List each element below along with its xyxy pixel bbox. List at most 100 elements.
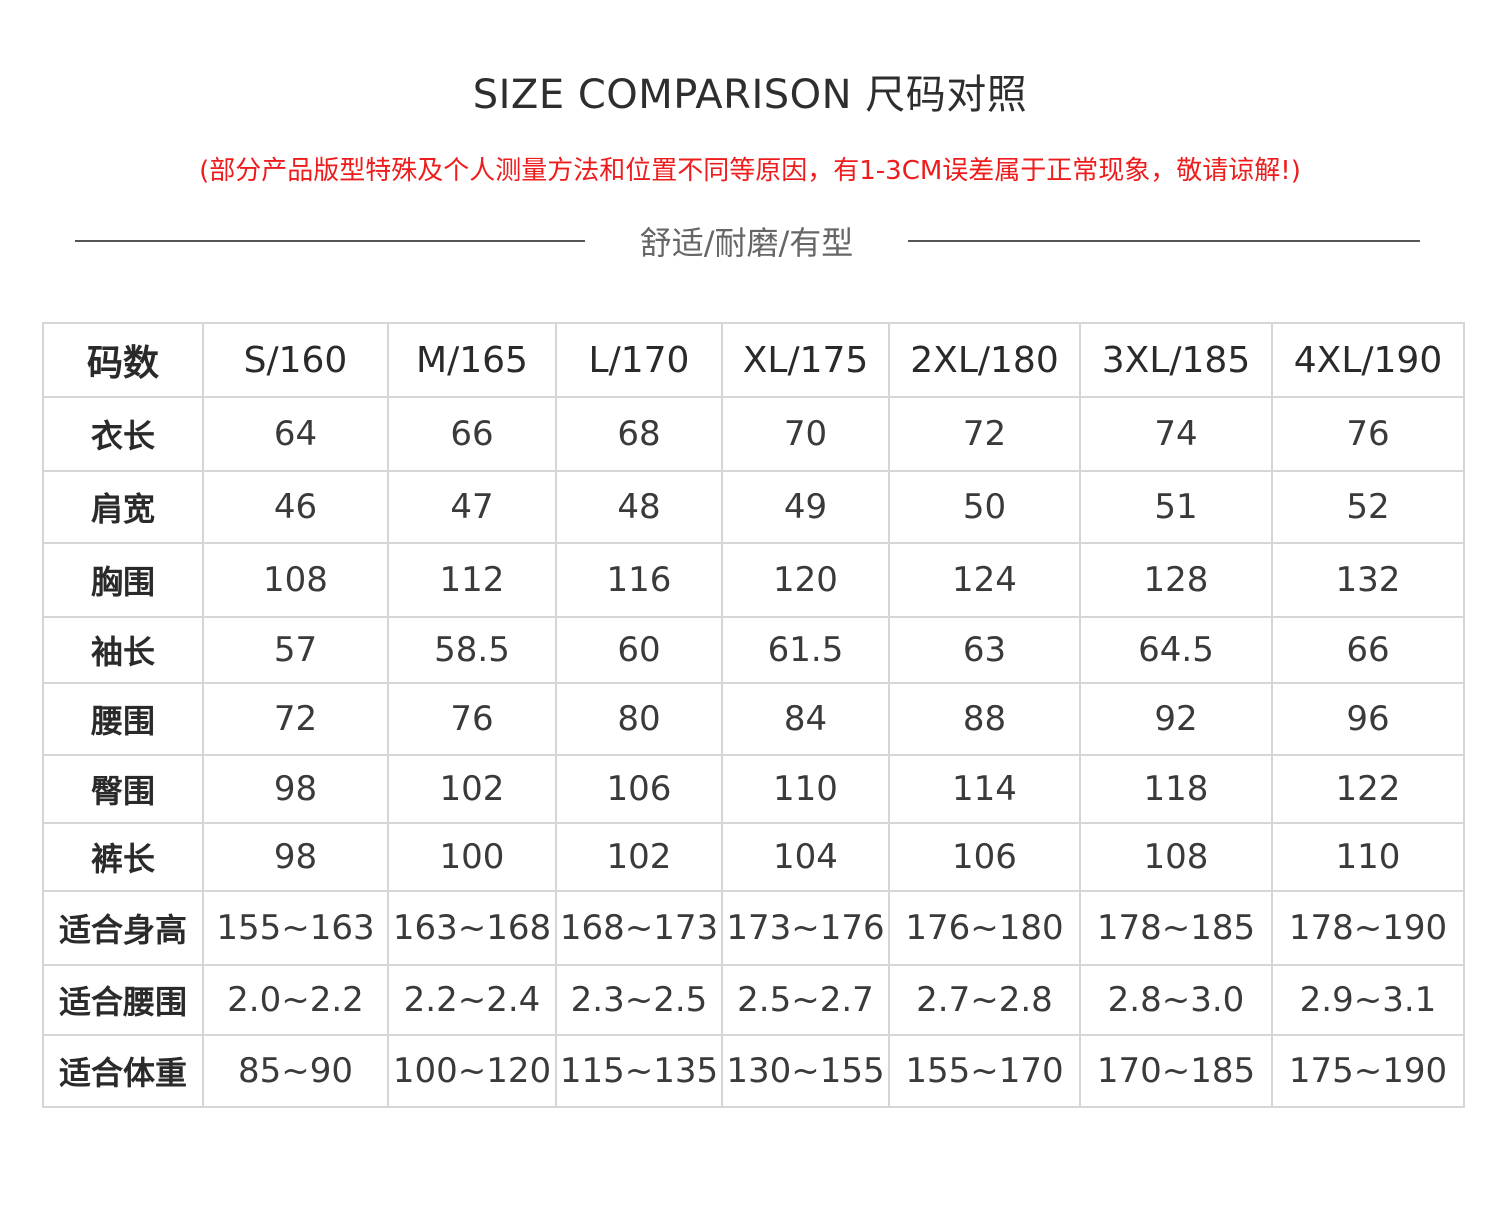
table-cell: 100~120 (387, 1034, 557, 1108)
table-cell: 106 (888, 822, 1081, 892)
table-cell: 2.3~2.5 (555, 964, 723, 1036)
table-cell: 100 (387, 822, 557, 892)
table-cell: 122 (1271, 754, 1465, 824)
table-cell: 173~176 (721, 890, 890, 966)
table-cell: 155~170 (888, 1034, 1081, 1108)
divider-line-left (75, 240, 585, 242)
table-cell: 66 (1271, 616, 1465, 684)
table-cell: 49 (721, 470, 890, 544)
table-cell: 170~185 (1079, 1034, 1273, 1108)
header-cell: S/160 (202, 322, 389, 398)
table-cell: 178~190 (1271, 890, 1465, 966)
row-label: 裤长 (42, 822, 204, 892)
table-row: 适合体重 85~90 100~120 115~135 130~155 155~1… (42, 1034, 1465, 1108)
table-cell: 112 (387, 542, 557, 618)
table-cell: 124 (888, 542, 1081, 618)
table-cell: 168~173 (555, 890, 723, 966)
table-cell: 76 (387, 682, 557, 756)
row-label: 适合体重 (42, 1034, 204, 1108)
header-cell: 码数 (42, 322, 204, 398)
table-cell: 104 (721, 822, 890, 892)
size-table: 码数 S/160 M/165 L/170 XL/175 2XL/180 3XL/… (42, 322, 1465, 1108)
table-row: 适合腰围 2.0~2.2 2.2~2.4 2.3~2.5 2.5~2.7 2.7… (42, 964, 1465, 1036)
table-cell: 96 (1271, 682, 1465, 756)
table-cell: 163~168 (387, 890, 557, 966)
table-cell: 72 (202, 682, 389, 756)
table-cell: 88 (888, 682, 1081, 756)
table-row: 腰围 72 76 80 84 88 92 96 (42, 682, 1465, 756)
table-cell: 47 (387, 470, 557, 544)
row-label: 胸围 (42, 542, 204, 618)
table-cell: 2.9~3.1 (1271, 964, 1465, 1036)
header-cell: M/165 (387, 322, 557, 398)
row-label: 适合腰围 (42, 964, 204, 1036)
table-cell: 102 (387, 754, 557, 824)
table-cell: 120 (721, 542, 890, 618)
table-cell: 72 (888, 396, 1081, 472)
table-cell: 51 (1079, 470, 1273, 544)
table-cell: 52 (1271, 470, 1465, 544)
table-cell: 64 (202, 396, 389, 472)
table-cell: 176~180 (888, 890, 1081, 966)
table-cell: 175~190 (1271, 1034, 1465, 1108)
table-cell: 132 (1271, 542, 1465, 618)
table-cell: 130~155 (721, 1034, 890, 1108)
page-title: SIZE COMPARISON 尺码对照 (472, 72, 1028, 118)
table-cell: 128 (1079, 542, 1273, 618)
table-cell: 114 (888, 754, 1081, 824)
table-cell: 70 (721, 396, 890, 472)
table-cell: 155~163 (202, 890, 389, 966)
subtitle: 舒适/耐磨/有型 (639, 224, 854, 262)
table-row: 适合身高 155~163 163~168 168~173 173~176 176… (42, 890, 1465, 966)
measurement-notice: (部分产品版型特殊及个人测量方法和位置不同等原因，有1-3CM误差属于正常现象，… (199, 156, 1301, 186)
table-cell: 108 (1079, 822, 1273, 892)
table-cell: 106 (555, 754, 723, 824)
table-cell: 2.8~3.0 (1079, 964, 1273, 1036)
table-cell: 92 (1079, 682, 1273, 756)
table-cell: 118 (1079, 754, 1273, 824)
divider-line-right (908, 240, 1420, 242)
header-cell: 4XL/190 (1271, 322, 1465, 398)
table-cell: 61.5 (721, 616, 890, 684)
table-cell: 2.2~2.4 (387, 964, 557, 1036)
header-cell: L/170 (555, 322, 723, 398)
table-row: 袖长 57 58.5 60 61.5 63 64.5 66 (42, 616, 1465, 684)
table-cell: 66 (387, 396, 557, 472)
table-cell: 110 (1271, 822, 1465, 892)
table-cell: 63 (888, 616, 1081, 684)
table-cell: 46 (202, 470, 389, 544)
table-cell: 108 (202, 542, 389, 618)
table-cell: 80 (555, 682, 723, 756)
table-header-row: 码数 S/160 M/165 L/170 XL/175 2XL/180 3XL/… (42, 322, 1465, 398)
header-cell: XL/175 (721, 322, 890, 398)
row-label: 适合身高 (42, 890, 204, 966)
table-row: 裤长 98 100 102 104 106 108 110 (42, 822, 1465, 892)
table-cell: 102 (555, 822, 723, 892)
table-cell: 50 (888, 470, 1081, 544)
row-label: 衣长 (42, 396, 204, 472)
row-label: 袖长 (42, 616, 204, 684)
table-cell: 2.5~2.7 (721, 964, 890, 1036)
table-cell: 57 (202, 616, 389, 684)
row-label: 臀围 (42, 754, 204, 824)
table-cell: 60 (555, 616, 723, 684)
row-label: 腰围 (42, 682, 204, 756)
table-cell: 85~90 (202, 1034, 389, 1108)
table-cell: 98 (202, 822, 389, 892)
table-cell: 64.5 (1079, 616, 1273, 684)
table-cell: 76 (1271, 396, 1465, 472)
table-cell: 116 (555, 542, 723, 618)
table-row: 肩宽 46 47 48 49 50 51 52 (42, 470, 1465, 544)
table-cell: 2.7~2.8 (888, 964, 1081, 1036)
table-cell: 178~185 (1079, 890, 1273, 966)
table-row: 臀围 98 102 106 110 114 118 122 (42, 754, 1465, 824)
table-cell: 2.0~2.2 (202, 964, 389, 1036)
table-cell: 84 (721, 682, 890, 756)
table-cell: 68 (555, 396, 723, 472)
table-cell: 48 (555, 470, 723, 544)
table-row: 胸围 108 112 116 120 124 128 132 (42, 542, 1465, 618)
table-cell: 58.5 (387, 616, 557, 684)
table-cell: 74 (1079, 396, 1273, 472)
header-cell: 2XL/180 (888, 322, 1081, 398)
row-label: 肩宽 (42, 470, 204, 544)
